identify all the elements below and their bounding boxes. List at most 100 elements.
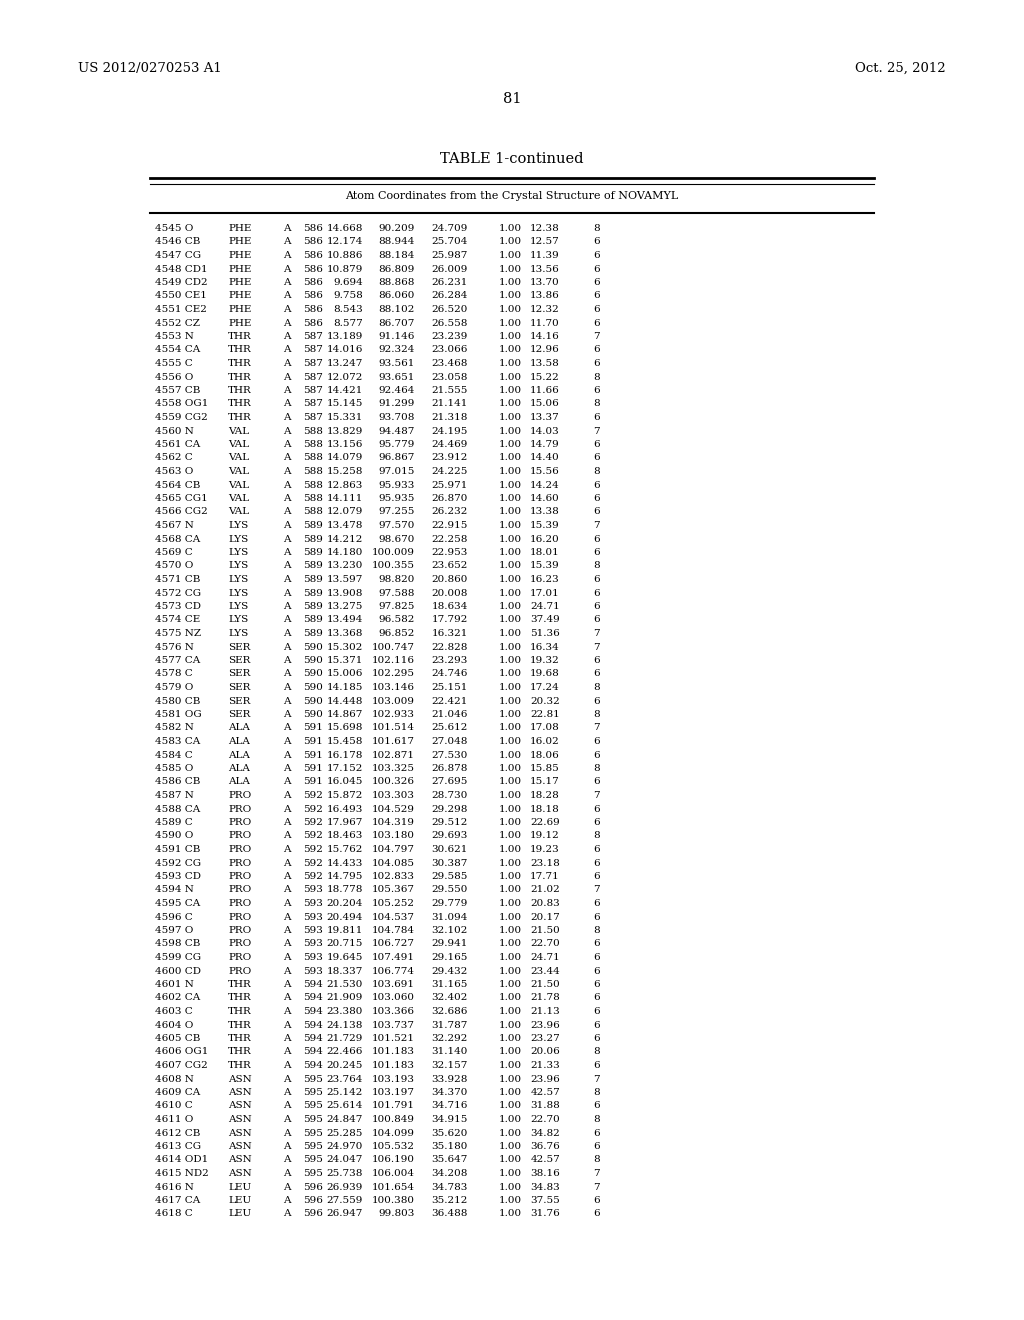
Text: 8: 8: [593, 1115, 600, 1125]
Text: A: A: [283, 238, 291, 247]
Text: 596: 596: [303, 1183, 323, 1192]
Text: A: A: [283, 318, 291, 327]
Text: 26.878: 26.878: [432, 764, 468, 774]
Text: VAL: VAL: [228, 467, 249, 477]
Text: THR: THR: [228, 400, 252, 408]
Text: 1.00: 1.00: [499, 1061, 522, 1071]
Text: 6: 6: [593, 979, 600, 989]
Text: 1.00: 1.00: [499, 630, 522, 638]
Text: 1.00: 1.00: [499, 279, 522, 286]
Text: 8: 8: [593, 561, 600, 570]
Text: 20.860: 20.860: [432, 576, 468, 583]
Text: 4590 O: 4590 O: [155, 832, 194, 841]
Text: 588: 588: [303, 480, 323, 490]
Text: 32.292: 32.292: [432, 1034, 468, 1043]
Text: 20.204: 20.204: [327, 899, 362, 908]
Text: 104.797: 104.797: [372, 845, 415, 854]
Text: 25.971: 25.971: [432, 480, 468, 490]
Text: PRO: PRO: [228, 899, 251, 908]
Text: 7: 7: [593, 521, 600, 531]
Text: LYS: LYS: [228, 535, 248, 544]
Text: 4605 CB: 4605 CB: [155, 1034, 201, 1043]
Text: ALA: ALA: [228, 777, 250, 787]
Text: 36.76: 36.76: [530, 1142, 560, 1151]
Text: A: A: [283, 832, 291, 841]
Text: 106.727: 106.727: [372, 940, 415, 949]
Text: 4606 OG1: 4606 OG1: [155, 1048, 208, 1056]
Text: 16.493: 16.493: [327, 804, 362, 813]
Text: 1.00: 1.00: [499, 927, 522, 935]
Text: 8: 8: [593, 764, 600, 774]
Text: 105.367: 105.367: [372, 886, 415, 895]
Text: 31.787: 31.787: [432, 1020, 468, 1030]
Text: 101.183: 101.183: [372, 1048, 415, 1056]
Text: 4545 O: 4545 O: [155, 224, 194, 234]
Text: 31.76: 31.76: [530, 1209, 560, 1218]
Text: 4567 N: 4567 N: [155, 521, 194, 531]
Text: A: A: [283, 777, 291, 787]
Text: 589: 589: [303, 576, 323, 583]
Text: 34.915: 34.915: [432, 1115, 468, 1125]
Text: 595: 595: [303, 1142, 323, 1151]
Text: 20.008: 20.008: [432, 589, 468, 598]
Text: 13.368: 13.368: [327, 630, 362, 638]
Text: 31.165: 31.165: [432, 979, 468, 989]
Text: A: A: [283, 292, 291, 301]
Text: 590: 590: [303, 697, 323, 705]
Text: A: A: [283, 467, 291, 477]
Text: PRO: PRO: [228, 804, 251, 813]
Text: 6: 6: [593, 535, 600, 544]
Text: 6: 6: [593, 1034, 600, 1043]
Text: 103.193: 103.193: [372, 1074, 415, 1084]
Text: Atom Coordinates from the Crystal Structure of NOVAMYL: Atom Coordinates from the Crystal Struct…: [345, 191, 679, 201]
Text: 1.00: 1.00: [499, 953, 522, 962]
Text: 1.00: 1.00: [499, 804, 522, 813]
Text: 86.060: 86.060: [379, 292, 415, 301]
Text: SER: SER: [228, 669, 251, 678]
Text: 1.00: 1.00: [499, 359, 522, 368]
Text: ASN: ASN: [228, 1129, 252, 1138]
Text: PHE: PHE: [228, 279, 251, 286]
Text: LEU: LEU: [228, 1196, 251, 1205]
Text: 596: 596: [303, 1209, 323, 1218]
Text: 6: 6: [593, 346, 600, 355]
Text: 14.24: 14.24: [530, 480, 560, 490]
Text: 16.178: 16.178: [327, 751, 362, 759]
Text: 1.00: 1.00: [499, 697, 522, 705]
Text: 7: 7: [593, 630, 600, 638]
Text: 4585 O: 4585 O: [155, 764, 194, 774]
Text: A: A: [283, 494, 291, 503]
Text: 8: 8: [593, 710, 600, 719]
Text: 1.00: 1.00: [499, 791, 522, 800]
Text: 4615 ND2: 4615 ND2: [155, 1170, 209, 1177]
Text: 589: 589: [303, 561, 323, 570]
Text: 19.32: 19.32: [530, 656, 560, 665]
Text: 102.933: 102.933: [372, 710, 415, 719]
Text: A: A: [283, 251, 291, 260]
Text: 32.402: 32.402: [432, 994, 468, 1002]
Text: 19.23: 19.23: [530, 845, 560, 854]
Text: 8: 8: [593, 927, 600, 935]
Text: 23.764: 23.764: [327, 1074, 362, 1084]
Text: 1.00: 1.00: [499, 1088, 522, 1097]
Text: 6: 6: [593, 1142, 600, 1151]
Text: 6: 6: [593, 251, 600, 260]
Text: 8: 8: [593, 1155, 600, 1164]
Text: 12.57: 12.57: [530, 238, 560, 247]
Text: 21.141: 21.141: [432, 400, 468, 408]
Text: A: A: [283, 305, 291, 314]
Text: LYS: LYS: [228, 615, 248, 624]
Text: 13.38: 13.38: [530, 507, 560, 516]
Text: 6: 6: [593, 669, 600, 678]
Text: 1.00: 1.00: [499, 845, 522, 854]
Text: 26.558: 26.558: [432, 318, 468, 327]
Text: THR: THR: [228, 1020, 252, 1030]
Text: 4560 N: 4560 N: [155, 426, 194, 436]
Text: 8: 8: [593, 372, 600, 381]
Text: 103.691: 103.691: [372, 979, 415, 989]
Text: SER: SER: [228, 682, 251, 692]
Text: A: A: [283, 710, 291, 719]
Text: 104.099: 104.099: [372, 1129, 415, 1138]
Text: 15.39: 15.39: [530, 521, 560, 531]
Text: 36.488: 36.488: [432, 1209, 468, 1218]
